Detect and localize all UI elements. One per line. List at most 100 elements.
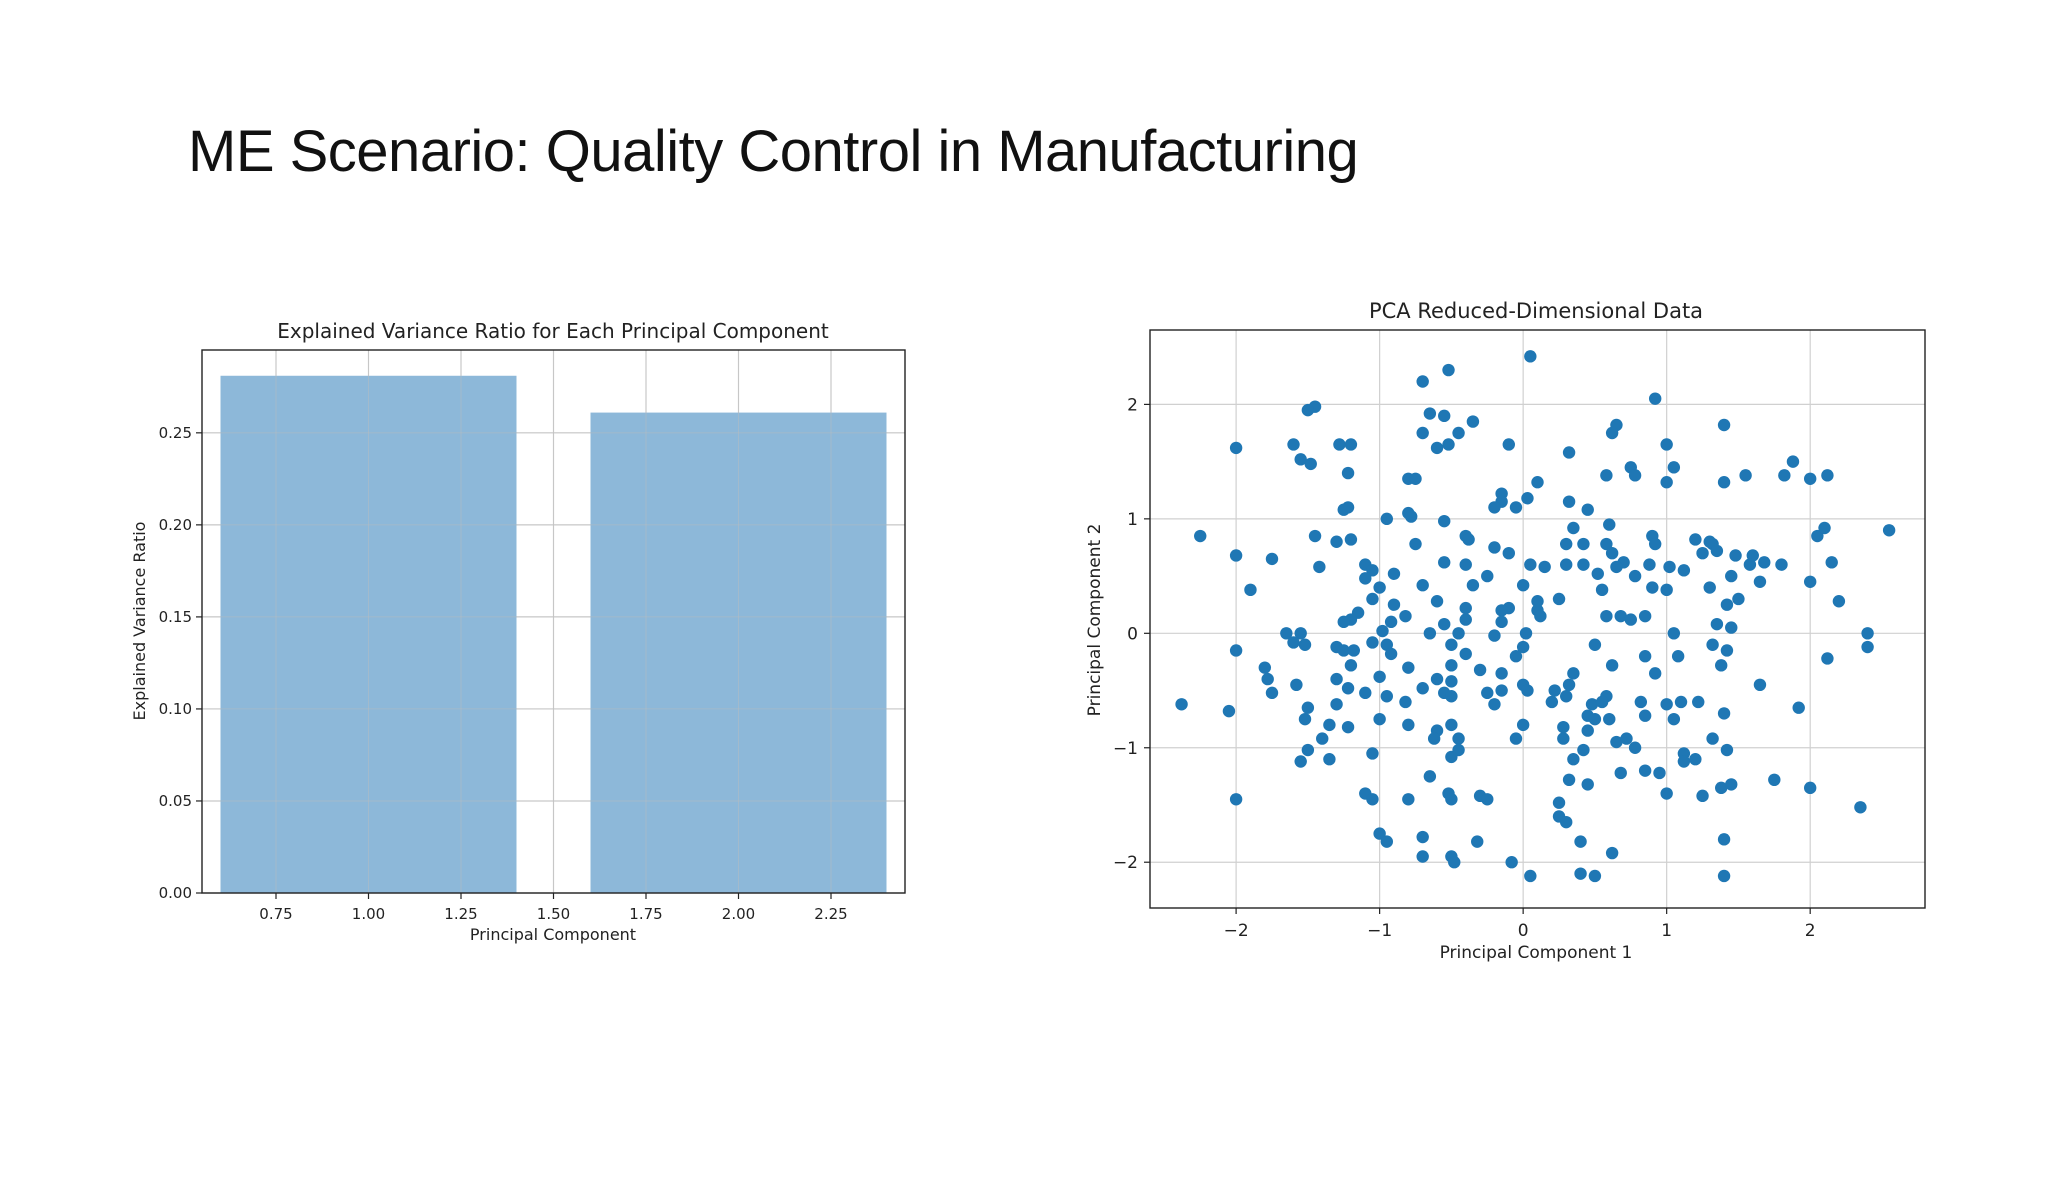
bar-x-tick-label: 0.75: [259, 905, 292, 923]
scatter-point: [1222, 704, 1236, 718]
bar-chart-title: Explained Variance Ratio for Each Princi…: [277, 319, 829, 343]
scatter-point: [1516, 718, 1530, 732]
scatter-point: [1459, 613, 1472, 626]
scatter-point: [1337, 644, 1350, 657]
scatter-point: [1560, 558, 1573, 571]
scatter-point: [1531, 476, 1544, 489]
scatter-point: [1488, 629, 1501, 642]
bar-y-tick-label: 0.25: [159, 424, 192, 442]
scatter-point: [1560, 815, 1573, 829]
scatter-point: [1438, 409, 1451, 423]
scatter-point: [1445, 718, 1458, 732]
scatter-point: [1416, 850, 1429, 863]
scatter-point: [1373, 712, 1386, 726]
scatter-point: [1811, 529, 1824, 543]
scatter-point: [1710, 544, 1724, 558]
scatter-point: [1605, 846, 1619, 860]
scatter-point: [1438, 617, 1451, 631]
scatter-point: [1638, 609, 1652, 623]
scatter-point: [1595, 695, 1609, 709]
scatter-point: [1423, 627, 1437, 640]
scatter-point: [1423, 770, 1437, 783]
scatter-y-tick-label: −2: [1113, 853, 1138, 873]
scatter-point: [1265, 686, 1279, 700]
scatter-point: [1452, 732, 1465, 745]
scatter-point: [1524, 350, 1537, 363]
scatter-y-tick-label: 1: [1127, 510, 1138, 530]
scatter-point: [1677, 564, 1691, 577]
scatter-point: [1304, 457, 1317, 471]
scatter-point: [1715, 781, 1728, 795]
scatter-point: [1667, 627, 1681, 640]
scatter-point: [1689, 533, 1702, 546]
scatter-point: [1560, 537, 1573, 551]
scatter-point: [1562, 773, 1576, 787]
scatter-point: [1725, 621, 1738, 634]
scatter-point: [1775, 558, 1788, 571]
scatter-point: [1423, 407, 1437, 420]
scatter-point: [1531, 595, 1544, 608]
scatter-point: [1720, 743, 1734, 757]
scatter-point: [1448, 856, 1461, 869]
scatter-point: [1717, 418, 1731, 432]
scatter-point: [1653, 766, 1666, 780]
scatter-point: [1581, 503, 1594, 516]
scatter-point: [1466, 579, 1480, 592]
scatter-point: [1638, 649, 1652, 663]
scatter-point: [1739, 469, 1752, 482]
scatter-point: [1265, 552, 1279, 566]
scatter-point: [1778, 469, 1791, 482]
scatter-point: [1600, 609, 1613, 623]
bar-pc-2: [590, 412, 887, 893]
scatter-chart-y-ticks: −2 −1 0 1 2: [1113, 395, 1150, 873]
scatter-point: [1330, 698, 1343, 711]
scatter-point: [1341, 466, 1355, 480]
scatter-point: [1376, 624, 1389, 638]
scatter-point: [1557, 732, 1570, 745]
scatter-point: [1671, 649, 1685, 663]
bar-chart-x-label: Principal Component: [470, 925, 636, 944]
scatter-point: [1628, 569, 1642, 583]
scatter-point: [1380, 512, 1394, 526]
scatter-point: [1743, 558, 1757, 571]
bar-chart-bars: [202, 350, 905, 894]
scatter-point: [1605, 659, 1619, 672]
scatter-point: [1588, 869, 1602, 883]
bar-y-tick-label: 0.20: [159, 516, 192, 534]
scatter-point: [1689, 753, 1702, 766]
scatter-point: [1577, 558, 1590, 571]
scatter-point: [1229, 793, 1243, 806]
scatter-point: [1384, 647, 1398, 661]
scatter-point: [1696, 789, 1709, 803]
scatter-point: [1409, 472, 1422, 485]
scatter-point: [1717, 833, 1731, 846]
scatter-point: [1660, 787, 1673, 800]
scatter-point: [1600, 537, 1613, 551]
scatter-point: [1445, 659, 1458, 672]
scatter-point: [1495, 684, 1508, 697]
scatter-point: [1628, 469, 1642, 482]
scatter-point: [1677, 755, 1691, 768]
bar-x-tick-label: 1.25: [444, 905, 477, 923]
scatter-point: [1502, 546, 1515, 560]
scatter-point: [1366, 564, 1379, 577]
scatter-point: [1416, 682, 1429, 695]
scatter-point: [1717, 869, 1731, 883]
bar-x-tick-label: 1.50: [537, 905, 570, 923]
scatter-point: [1373, 827, 1386, 840]
scatter-point: [1402, 718, 1415, 732]
scatter-point: [1313, 560, 1326, 574]
bar-y-tick-label: 0.15: [159, 608, 192, 626]
scatter-point: [1409, 537, 1422, 551]
scatter-point: [1405, 510, 1418, 523]
scatter-point: [1663, 560, 1676, 574]
scatter-point: [1660, 438, 1673, 451]
scatter-point: [1628, 741, 1642, 754]
scatter-point: [1488, 698, 1501, 711]
scatter-point: [1803, 575, 1817, 589]
scatter-point: [1577, 537, 1590, 551]
scatter-point: [1290, 678, 1303, 692]
bar-chart-y-label: Explained Variance Ratio: [130, 522, 149, 721]
scatter-point: [1380, 690, 1394, 703]
scatter-point: [1399, 695, 1412, 709]
